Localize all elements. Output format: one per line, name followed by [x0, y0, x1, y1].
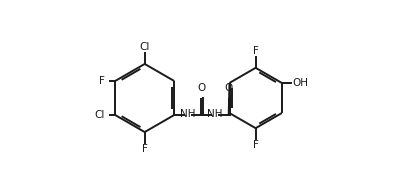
Text: Cl: Cl: [140, 42, 150, 52]
Text: F: F: [253, 46, 259, 56]
Text: NH: NH: [207, 109, 222, 119]
Text: O: O: [225, 83, 233, 93]
Text: F: F: [253, 140, 259, 150]
Text: O: O: [197, 83, 206, 93]
Text: OH: OH: [293, 78, 309, 88]
Text: F: F: [142, 144, 147, 154]
Text: NH: NH: [180, 109, 195, 119]
Text: F: F: [98, 76, 105, 86]
Text: Cl: Cl: [94, 110, 105, 120]
